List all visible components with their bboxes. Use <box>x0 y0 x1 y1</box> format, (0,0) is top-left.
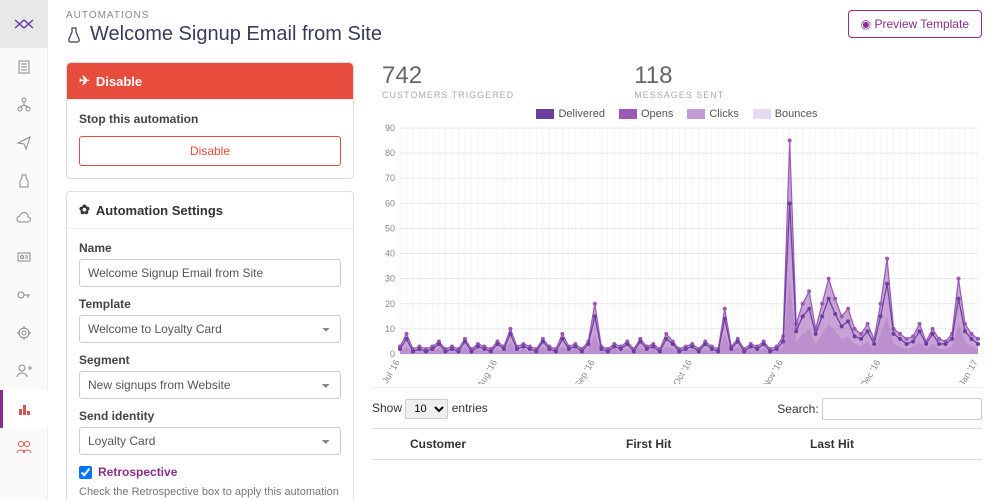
svg-text:Aug '16: Aug '16 <box>475 358 499 384</box>
svg-text:Dec '16: Dec '16 <box>859 358 883 384</box>
svg-text:30: 30 <box>385 274 395 284</box>
svg-text:60: 60 <box>385 198 395 208</box>
nav-send[interactable] <box>0 124 48 162</box>
identity-select[interactable]: Loyalty Card <box>79 427 341 455</box>
settings-panel: ✿ Automation Settings Name Template Welc… <box>66 191 354 500</box>
breadcrumb: AUTOMATIONS <box>66 10 382 21</box>
svg-text:80: 80 <box>385 148 395 158</box>
svg-text:50: 50 <box>385 223 395 233</box>
page-title: Welcome Signup Email from Site <box>90 23 382 46</box>
chart: DeliveredOpensClicksBounces 010203040506… <box>372 108 982 388</box>
nav-key[interactable] <box>0 276 48 314</box>
svg-text:Nov '16: Nov '16 <box>761 358 785 384</box>
name-input[interactable] <box>79 259 341 287</box>
settings-panel-header: ✿ Automation Settings <box>67 192 353 229</box>
svg-text:20: 20 <box>385 299 395 309</box>
nav-automations[interactable] <box>0 162 48 200</box>
segment-label: Segment <box>79 353 341 367</box>
svg-text:90: 90 <box>385 124 395 133</box>
search-control: Search: <box>777 398 982 420</box>
table-header[interactable]: First Hit <box>618 429 802 460</box>
gear-icon: ✿ <box>79 202 90 218</box>
segment-select[interactable]: New signups from Website <box>79 371 341 399</box>
nav-idcard[interactable] <box>0 238 48 276</box>
svg-text:Oct '16: Oct '16 <box>671 358 694 384</box>
name-label: Name <box>79 241 341 255</box>
nav-user-plus[interactable] <box>0 352 48 390</box>
entries-control: Show 10 entries <box>372 399 488 419</box>
data-table: CustomerFirst HitLast Hit <box>372 428 982 460</box>
svg-text:Jan '17: Jan '17 <box>957 358 980 384</box>
template-select[interactable]: Welcome to Loyalty Card <box>79 315 341 343</box>
table-header[interactable]: Last Hit <box>802 429 982 460</box>
sidebar <box>0 0 48 500</box>
retrospective-label: Retrospective <box>98 465 177 479</box>
stat-triggered: 742 CUSTOMERS TRIGGERED <box>382 62 514 100</box>
nav-analytics[interactable] <box>0 390 48 428</box>
entries-select[interactable]: 10 <box>405 399 448 419</box>
svg-text:0: 0 <box>390 349 395 359</box>
logo <box>0 0 48 48</box>
disable-panel: ✈ Disable Stop this automation Disable <box>66 62 354 179</box>
eye-icon: ◉ <box>861 17 871 31</box>
nav-users[interactable] <box>0 428 48 466</box>
table-header[interactable] <box>372 429 402 460</box>
template-label: Template <box>79 297 341 311</box>
send-icon: ✈ <box>79 73 90 89</box>
svg-text:Sep '16: Sep '16 <box>573 358 597 384</box>
svg-text:40: 40 <box>385 249 395 259</box>
svg-text:Jul '16: Jul '16 <box>380 358 402 384</box>
table-header[interactable]: Customer <box>402 429 618 460</box>
disable-panel-header: ✈ Disable <box>67 63 353 100</box>
svg-text:70: 70 <box>385 173 395 183</box>
search-input[interactable] <box>822 398 982 420</box>
nav-hierarchy[interactable] <box>0 86 48 124</box>
svg-text:10: 10 <box>385 324 395 334</box>
nav-target[interactable] <box>0 314 48 352</box>
nav-cloud[interactable] <box>0 200 48 238</box>
preview-template-button[interactable]: ◉ Preview Template <box>848 10 982 38</box>
stat-sent: 118 MESSAGES SENT <box>634 62 724 100</box>
disable-button[interactable]: Disable <box>79 136 341 166</box>
nav-documents[interactable] <box>0 48 48 86</box>
flask-icon <box>66 26 82 44</box>
disable-panel-text: Stop this automation <box>79 112 341 126</box>
retrospective-checkbox[interactable] <box>79 466 92 479</box>
retrospective-help: Check the Retrospective box to apply thi… <box>79 485 341 500</box>
identity-label: Send identity <box>79 409 341 423</box>
